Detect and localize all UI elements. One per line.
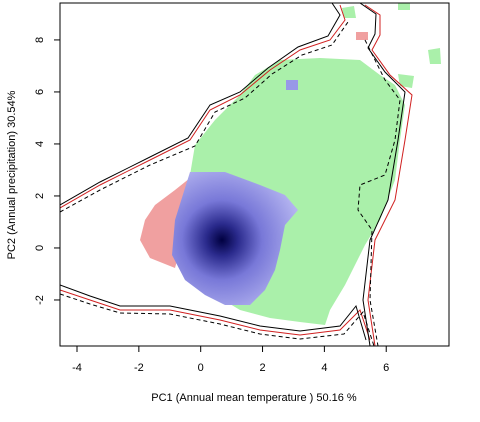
y-tick-label: 8 <box>34 37 46 43</box>
blue-region <box>172 172 298 305</box>
x-tick-label: 4 <box>321 362 327 374</box>
y-tick-label: 0 <box>34 245 46 251</box>
plot-area <box>60 3 441 346</box>
x-tick-label: 0 <box>198 362 204 374</box>
contour-black <box>60 3 406 346</box>
x-axis-label: PC1 (Annual mean temperature ) 50.16 % <box>151 392 357 404</box>
y-tick-label: 6 <box>34 89 46 95</box>
y-axis-label: PC2 (Annual precipitation) 30.54% <box>6 90 18 259</box>
x-tick-label: -4 <box>72 362 82 374</box>
x-tick-label: 6 <box>383 362 389 374</box>
y-tick-label: 4 <box>34 141 46 147</box>
axes: -4 -2 0 2 4 6 -2 0 2 4 6 8 <box>34 37 389 374</box>
plot-frame <box>59 2 450 347</box>
y-tick-label: 2 <box>34 193 46 199</box>
x-tick-label: -2 <box>134 362 144 374</box>
red-region <box>140 32 368 268</box>
y-tick-label: -2 <box>34 295 46 305</box>
contour-red <box>60 4 413 346</box>
green-island <box>342 3 441 88</box>
blue-island <box>286 80 298 90</box>
contour-dashed <box>60 21 401 346</box>
x-tick-label: 2 <box>259 362 265 374</box>
